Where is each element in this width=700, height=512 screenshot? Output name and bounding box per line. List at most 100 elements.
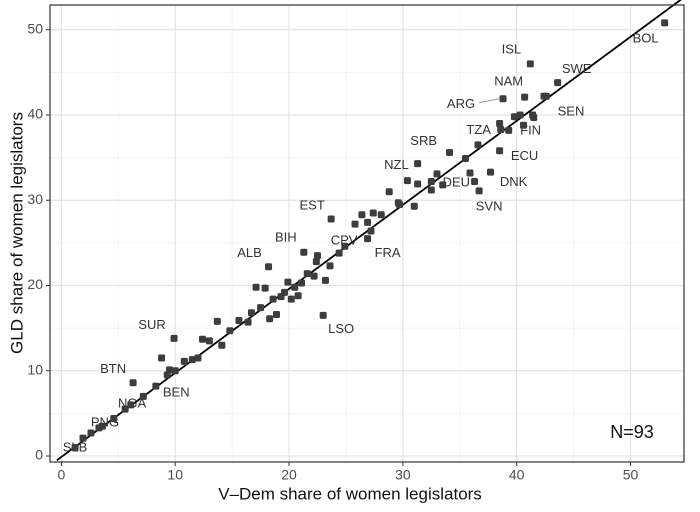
point xyxy=(319,311,327,319)
point xyxy=(310,272,318,280)
point xyxy=(266,315,274,323)
point xyxy=(194,354,202,362)
point xyxy=(466,169,474,177)
point xyxy=(510,113,518,121)
point xyxy=(252,283,260,291)
point-label: SVN xyxy=(476,198,503,213)
point xyxy=(385,188,393,196)
point xyxy=(461,154,469,162)
point xyxy=(377,211,385,219)
point xyxy=(414,160,422,168)
point xyxy=(496,147,504,155)
point xyxy=(403,177,411,185)
point xyxy=(499,95,507,103)
point xyxy=(471,177,479,185)
point xyxy=(261,284,269,292)
point xyxy=(369,209,377,217)
point xyxy=(433,170,441,178)
point xyxy=(439,181,447,189)
point-label: NZL xyxy=(384,157,409,172)
point xyxy=(213,317,221,325)
x-axis-title: V–Dem share of women legislators xyxy=(218,484,482,503)
point-label: TZA xyxy=(466,122,491,137)
point xyxy=(446,149,454,157)
point xyxy=(298,279,306,287)
point xyxy=(526,60,534,68)
y-tick-label: 30 xyxy=(27,191,43,207)
y-tick-label: 0 xyxy=(35,447,43,463)
point xyxy=(486,168,494,176)
point xyxy=(427,177,435,185)
point xyxy=(152,382,160,390)
point-label: BEN xyxy=(163,384,190,399)
x-tick-label: 50 xyxy=(623,467,639,483)
point xyxy=(284,278,292,286)
point xyxy=(395,201,403,209)
point xyxy=(516,111,524,119)
point xyxy=(341,242,349,250)
point-label: EST xyxy=(299,197,324,212)
point xyxy=(218,341,226,349)
point xyxy=(71,444,79,452)
point xyxy=(410,202,418,210)
point xyxy=(280,288,288,296)
y-tick-label: 50 xyxy=(27,20,43,36)
point xyxy=(505,126,513,134)
point xyxy=(327,215,335,223)
point-label: BIH xyxy=(275,230,297,245)
point xyxy=(158,354,166,362)
point xyxy=(98,422,106,430)
point-label: ECU xyxy=(511,148,538,163)
point xyxy=(364,218,372,226)
x-tick-label: 10 xyxy=(167,467,183,483)
point xyxy=(364,235,372,243)
point xyxy=(273,310,281,318)
point xyxy=(170,334,178,342)
point xyxy=(496,120,504,128)
y-tick-label: 40 xyxy=(27,106,43,122)
point xyxy=(199,335,207,343)
point xyxy=(367,227,375,235)
point-label: LSO xyxy=(328,321,354,336)
point xyxy=(110,415,118,423)
point-label: DNK xyxy=(500,174,528,189)
point xyxy=(335,249,343,257)
point xyxy=(321,276,329,284)
point xyxy=(542,92,550,100)
point xyxy=(87,429,95,437)
point xyxy=(303,270,311,278)
point xyxy=(188,356,196,364)
panel-border xyxy=(49,4,685,463)
point xyxy=(171,367,179,375)
x-tick-label: 40 xyxy=(509,467,525,483)
point xyxy=(358,211,366,219)
point xyxy=(326,262,334,270)
point xyxy=(265,263,273,271)
point xyxy=(244,318,252,326)
x-tick-label: 20 xyxy=(281,467,297,483)
point xyxy=(312,258,320,266)
point xyxy=(521,93,529,101)
point xyxy=(166,366,174,374)
point xyxy=(269,295,277,303)
point-label: SEN xyxy=(558,104,585,119)
annotation: N=93 xyxy=(610,422,654,442)
point-label: SWE xyxy=(562,61,592,76)
point xyxy=(226,327,234,335)
point xyxy=(247,309,255,317)
point xyxy=(294,292,302,300)
point xyxy=(257,304,265,312)
point xyxy=(475,187,483,195)
point xyxy=(414,180,422,188)
point xyxy=(205,337,213,345)
point xyxy=(427,186,435,194)
point-label: FRA xyxy=(375,245,401,260)
x-tick-label: 0 xyxy=(57,467,65,483)
point xyxy=(127,401,135,409)
point xyxy=(291,283,299,291)
point xyxy=(129,379,137,387)
leader-line xyxy=(478,98,500,104)
y-axis-title: GLD share of women legislators xyxy=(7,112,26,354)
point-label: BTN xyxy=(100,361,126,376)
